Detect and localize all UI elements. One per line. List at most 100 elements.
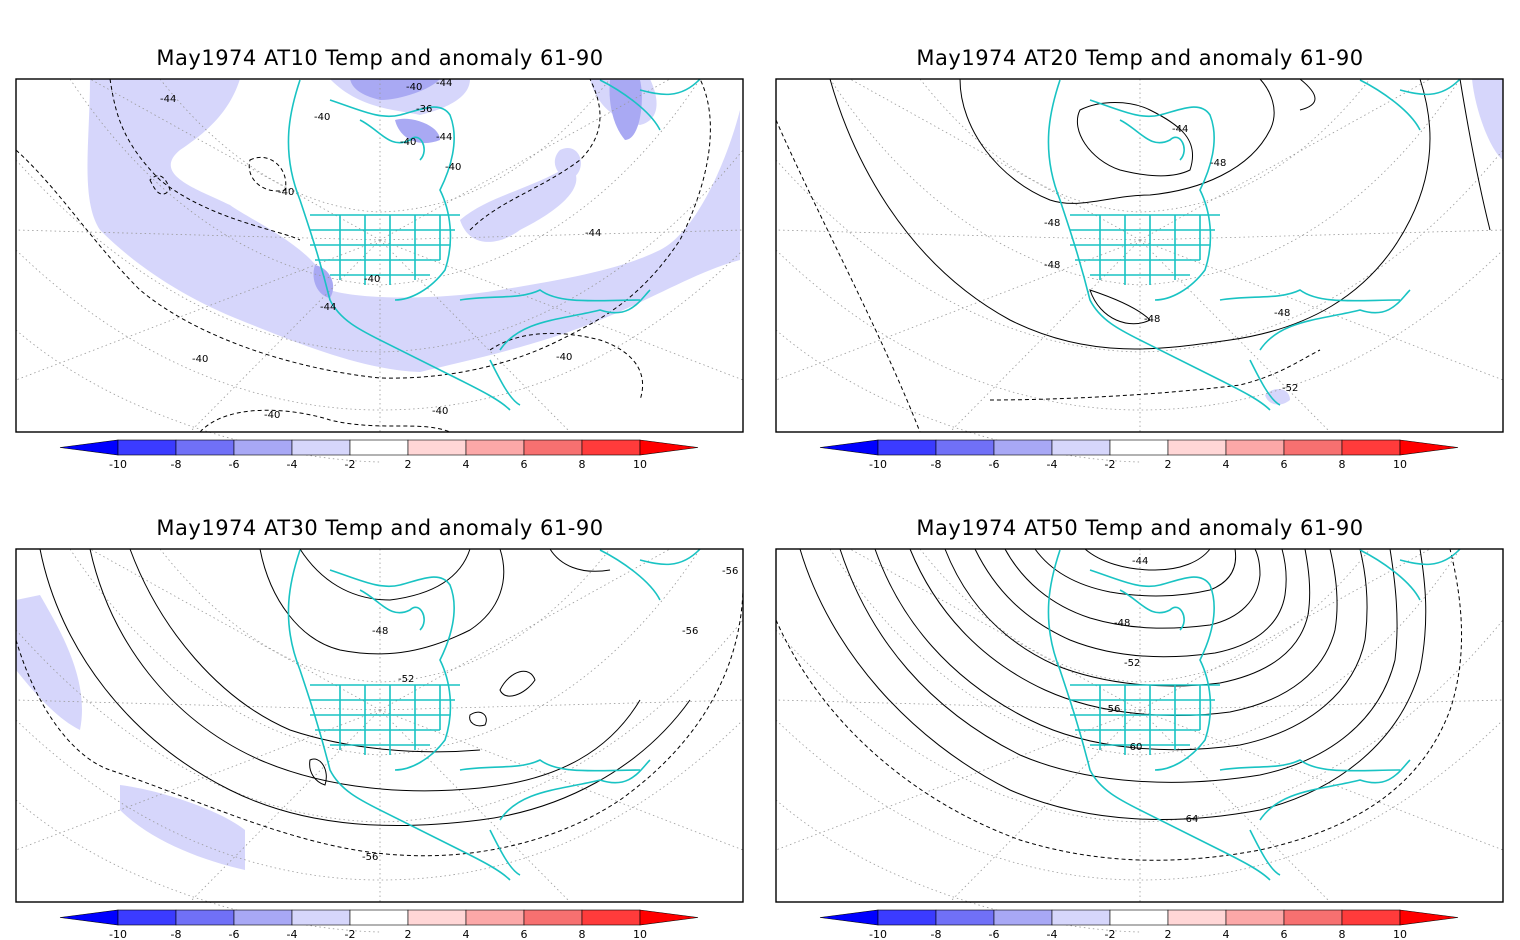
colorbar-segment — [175, 909, 235, 926]
colorbar-tick-label: 8 — [1339, 458, 1346, 470]
colorbar-tick-label: -8 — [931, 458, 942, 470]
colorbar-tick-label: 6 — [521, 458, 528, 470]
colorbar-right-arrow — [1399, 439, 1459, 456]
contour-label: -44 — [436, 78, 452, 89]
colorbar-tick-label: 8 — [579, 928, 586, 940]
colorbar-right-arrow — [1399, 909, 1459, 926]
colorbar-tick-label: 10 — [1393, 928, 1407, 940]
colorbar-segment — [175, 439, 235, 456]
colorbar: -10 -8 -6 -4 -2 2 4 6 8 10 — [819, 439, 1459, 470]
colorbar-tick-label: 2 — [1165, 928, 1172, 940]
colorbar-segment — [233, 909, 293, 926]
contour-label: -52 — [1282, 383, 1298, 394]
colorbar-tick-label: -8 — [171, 928, 182, 940]
colorbar-tick-label: -8 — [931, 928, 942, 940]
colorbar-segment — [349, 909, 409, 926]
colorbar-segment — [407, 439, 467, 456]
colorbar-tick-label: -8 — [171, 458, 182, 470]
colorbar-tick-label: -2 — [1105, 458, 1116, 470]
contour-label: -48 — [1044, 260, 1060, 271]
contour-label: -56 — [362, 852, 378, 863]
colorbar-segment — [993, 439, 1053, 456]
colorbar-tick-label: -4 — [287, 928, 298, 940]
panel-title: May1974 AT10 Temp and anomaly 61-90 — [156, 46, 604, 70]
colorbar-segment — [1109, 909, 1169, 926]
contour-label: -52 — [398, 674, 414, 685]
panel-at50: May1974 AT50 Temp and anomaly 61-90 — [760, 470, 1520, 940]
colorbar-tick-label: 8 — [579, 458, 586, 470]
colorbar-tick-label: -4 — [287, 458, 298, 470]
colorbar-right-arrow — [639, 909, 699, 926]
contour-label: -40 — [406, 82, 422, 93]
colorbar-segment — [581, 909, 641, 926]
contour-label: -48 — [1210, 158, 1226, 169]
colorbar-tick-label: 4 — [463, 928, 470, 940]
colorbar-tick-label: -10 — [109, 458, 127, 470]
colorbar-segment — [291, 439, 351, 456]
colorbar-left-arrow — [59, 439, 119, 456]
colorbar-tick-label: 6 — [521, 928, 528, 940]
colorbar-segment — [1341, 909, 1401, 926]
colorbar-tick-label: -4 — [1047, 928, 1058, 940]
map-at10: -44 -40 -40 -36 -44 -40 -40 -40 -44 -44 … — [15, 78, 744, 470]
colorbar-segment — [523, 909, 583, 926]
map-at30: -56 -48 -56 -52 -56 -10 -8 -6 -4 -2 2 4 6 8 10 — [15, 548, 744, 940]
colorbar-segment — [1341, 439, 1401, 456]
colorbar-tick-label: -6 — [229, 458, 240, 470]
colorbar-left-arrow — [59, 909, 119, 926]
map-at20: -44 -48 -48 -48 -48 -48 -52 -10 -8 -6 -4 -2 2… — [775, 78, 1504, 470]
contour-label: -56 — [682, 626, 698, 637]
contour-label: -48 — [372, 626, 388, 637]
colorbar-tick-label: 4 — [1223, 928, 1230, 940]
colorbar-tick-label: 10 — [633, 928, 647, 940]
colorbar-segment — [993, 909, 1053, 926]
colorbar-segment — [291, 909, 351, 926]
colorbar-tick-label: -10 — [109, 928, 127, 940]
colorbar: -10 -8 -6 -4 -2 2 4 6 8 10 — [59, 439, 699, 470]
colorbar-tick-label: -10 — [869, 458, 887, 470]
colorbar-segment — [1283, 909, 1343, 926]
colorbar-tick-label: 8 — [1339, 928, 1346, 940]
colorbar-segment — [877, 439, 937, 456]
contour-label: -44 — [436, 132, 452, 143]
colorbar-tick-label: 4 — [463, 458, 470, 470]
contour-label: -48 — [1044, 218, 1060, 229]
colorbar-segment — [935, 439, 995, 456]
colorbar-segment — [1109, 439, 1169, 456]
colorbar-segment — [465, 909, 525, 926]
contour-label: -40 — [314, 112, 330, 123]
contour-label: -48 — [1144, 314, 1160, 325]
panel-at20: May1974 AT20 Temp and anomaly 61-90 — [760, 0, 1520, 470]
colorbar-segment — [1225, 439, 1285, 456]
contour-label: -40 — [432, 406, 448, 417]
colorbar-segment — [233, 439, 293, 456]
colorbar-segment — [349, 439, 409, 456]
colorbar-tick-label: -4 — [1047, 458, 1058, 470]
colorbar-tick-label: -2 — [345, 928, 356, 940]
colorbar-segment — [1167, 439, 1227, 456]
panel-at30: May1974 AT30 Temp and anomaly 61-90 — [0, 470, 760, 940]
contour-label: -40 — [364, 274, 380, 285]
colorbar-segment — [465, 439, 525, 456]
contour-label: -44 — [160, 94, 176, 105]
colorbar-segment — [1225, 909, 1285, 926]
colorbar-segment — [117, 909, 177, 926]
colorbar-segment — [1051, 909, 1111, 926]
colorbar-segment — [877, 909, 937, 926]
contour-label: -52 — [1124, 658, 1140, 669]
contour-label: -60 — [1126, 742, 1142, 753]
contour-label: -40 — [400, 137, 416, 148]
panel-title: May1974 AT50 Temp and anomaly 61-90 — [916, 516, 1364, 540]
colorbar-segment — [581, 439, 641, 456]
contour-label: -36 — [416, 104, 432, 115]
panel-title: May1974 AT30 Temp and anomaly 61-90 — [156, 516, 604, 540]
colorbar-tick-label: 10 — [1393, 458, 1407, 470]
colorbar-segment — [1167, 909, 1227, 926]
contour-label: -40 — [192, 354, 208, 365]
contour-label: -56 — [1104, 704, 1120, 715]
colorbar-tick-label: -2 — [1105, 928, 1116, 940]
colorbar-left-arrow — [819, 909, 879, 926]
colorbar-tick-label: 6 — [1281, 458, 1288, 470]
colorbar-left-arrow — [819, 439, 879, 456]
contour-label: -48 — [1114, 618, 1130, 629]
